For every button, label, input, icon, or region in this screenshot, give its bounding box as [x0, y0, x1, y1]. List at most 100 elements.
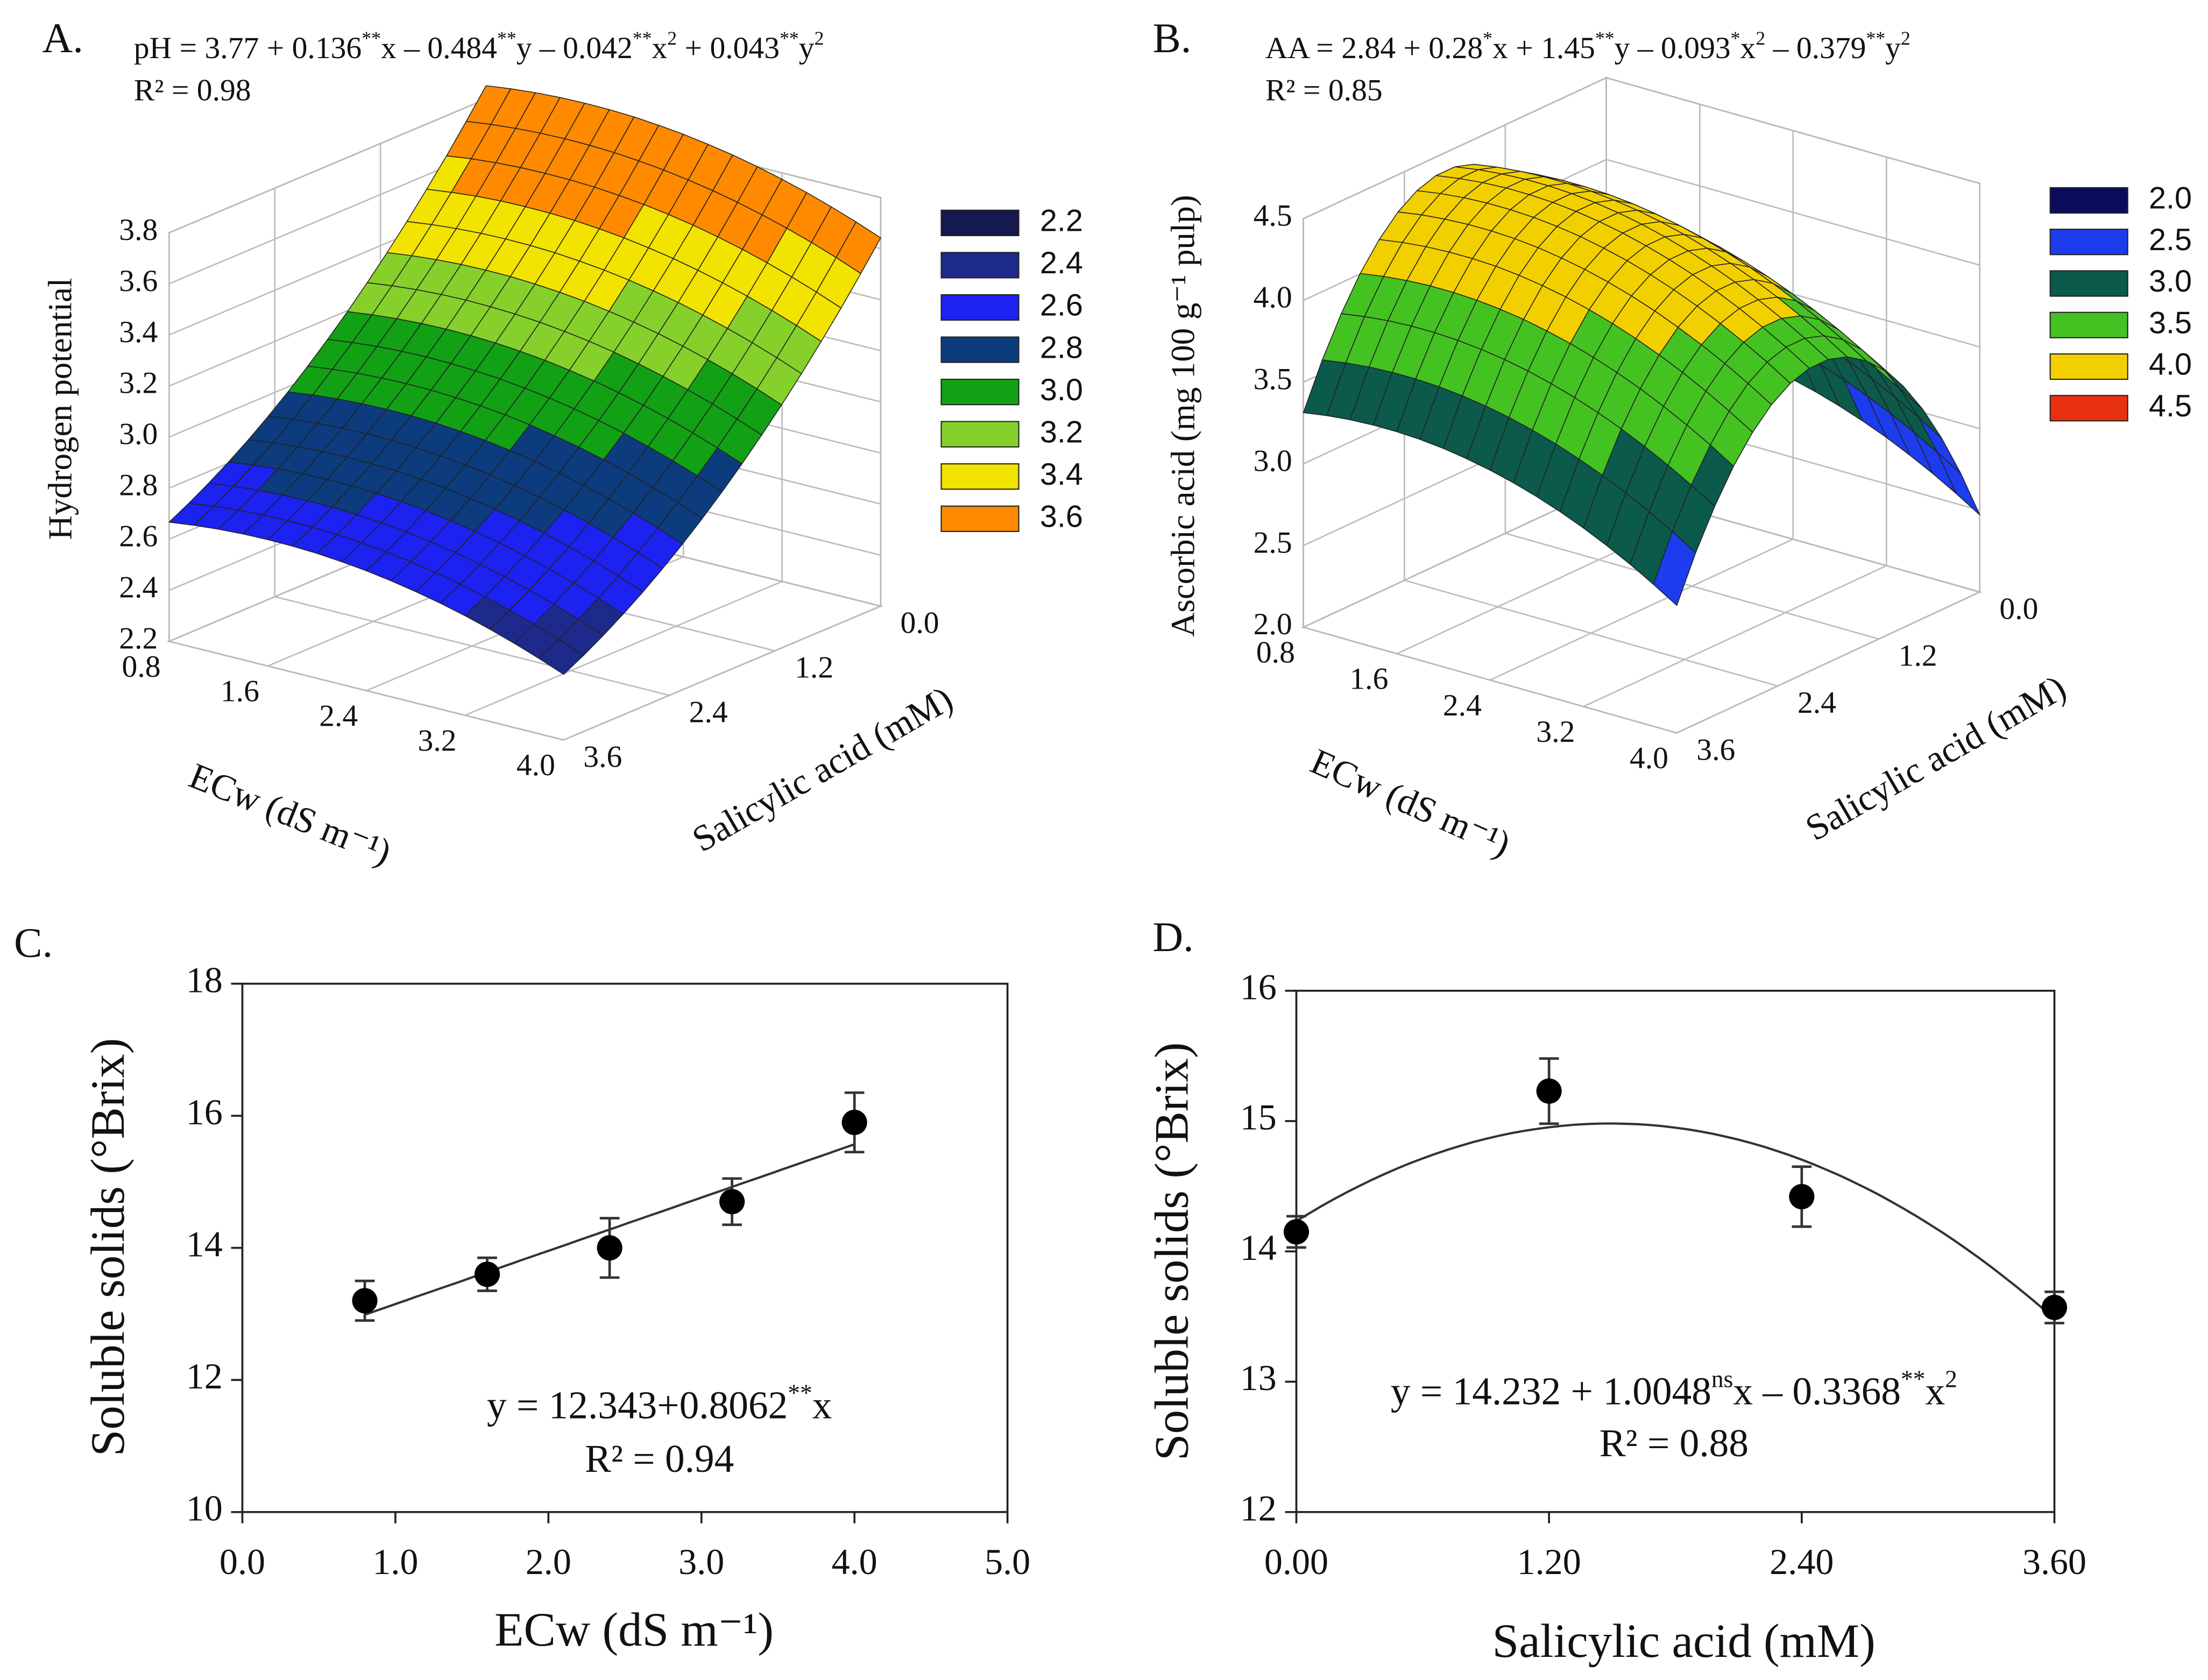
legend-label: 3.5: [2149, 306, 2192, 340]
x-tick-label: 3.2: [1536, 715, 1575, 749]
surface-patch: [538, 639, 584, 675]
surface-patch: [1653, 531, 1696, 606]
x-tick-label: 4.0: [516, 748, 555, 782]
x-axis-title: ECw (dS m⁻¹): [494, 1604, 774, 1656]
equation-part: y – 0.093: [1615, 31, 1731, 65]
equation-part: x: [1740, 31, 1756, 65]
data-point: [1789, 1183, 1815, 1210]
equation-superscript: 2: [1756, 27, 1765, 49]
equation-superscript: 2: [667, 27, 677, 49]
equation-part: y: [799, 31, 815, 65]
z-tick-label: 3.6: [119, 264, 158, 298]
equation-part: + 0.043: [677, 31, 780, 65]
z-tick-label: 2.0: [1254, 607, 1292, 641]
legend-label: 2.5: [2149, 223, 2192, 257]
equation-part: y – 0.042: [516, 31, 633, 65]
equation-part: x – 0.484: [381, 31, 497, 65]
legend-label: 3.0: [1040, 373, 1083, 407]
y-tick-label: 0.0: [901, 606, 939, 640]
y-tick-label: 15: [1240, 1097, 1277, 1138]
legend-swatch: [2049, 229, 2128, 256]
legend-swatch: [940, 336, 1020, 363]
x-tick-label: 2.4: [319, 699, 358, 733]
x-tick-label: 2.40: [1770, 1541, 1834, 1582]
legend-label: 3.2: [1040, 415, 1083, 449]
y-tick-label: 14: [186, 1223, 223, 1264]
r-squared: R² = 0.85: [1265, 74, 1383, 108]
z-tick-label: 2.6: [119, 520, 158, 554]
y-tick-label: 14: [1240, 1227, 1277, 1268]
data-point: [1283, 1219, 1310, 1245]
grid-line: [274, 188, 670, 696]
panel-label: A.: [43, 15, 83, 61]
equation: pH = 3.77 + 0.136**x – 0.484**y – 0.042*…: [134, 27, 824, 65]
z-tick-label: 3.0: [1254, 444, 1292, 478]
equation-superscript: 2: [815, 27, 824, 49]
equation-superscript: **: [1901, 1365, 1925, 1392]
equation-superscript: *: [1483, 27, 1492, 49]
equation-superscript: **: [497, 27, 516, 49]
panel-label: C.: [14, 919, 53, 966]
z-tick-label: 3.2: [119, 366, 158, 400]
x-tick-label: 1.0: [372, 1541, 418, 1582]
x-tick-label: 3.60: [2022, 1541, 2086, 1582]
y-tick-label: 16: [1240, 966, 1277, 1007]
plot-frame: [241, 982, 1009, 1513]
equation-part: – 0.379: [1765, 31, 1866, 65]
x-axis-title: ECw (dS m⁻¹): [183, 755, 397, 873]
equation-part: AA = 2.84 + 0.28: [1265, 31, 1483, 65]
z-tick-label: 4.0: [1254, 281, 1292, 315]
x-axis-title: Salicylic acid (mM): [1492, 1615, 1876, 1668]
data-point: [841, 1109, 867, 1136]
z-tick-label: 3.8: [119, 213, 158, 247]
y-axis-title: Soluble solids (°Brix): [1145, 1042, 1198, 1461]
x-tick-label: 4.0: [1630, 741, 1668, 775]
x-tick-label: 3.0: [678, 1541, 724, 1582]
equation-superscript: *: [1731, 27, 1740, 49]
equation-part: y = 12.343+0.8062: [487, 1383, 788, 1427]
legend-swatch: [940, 294, 1020, 321]
legend-swatch: [2049, 187, 2128, 214]
equation-superscript: **: [1866, 27, 1885, 49]
fit-curve: [1296, 1122, 2055, 1320]
y-tick-label: 18: [186, 959, 223, 1000]
panel-label: B.: [1152, 15, 1191, 61]
r-squared: R² = 0.94: [585, 1437, 734, 1480]
legend-label: 3.0: [2149, 264, 2192, 299]
legend-swatch: [940, 463, 1020, 490]
legend-swatch: [940, 421, 1020, 448]
surface-patch: [1937, 452, 1980, 515]
y-tick-label: 12: [186, 1356, 223, 1397]
y-axis-title: Salicylic acid (mM): [1799, 667, 2073, 848]
y-tick-label: 3.6: [1696, 733, 1735, 767]
y-tick-label: 0.0: [1999, 592, 2038, 626]
z-tick-label: 3.0: [119, 417, 158, 451]
legend-swatch: [940, 379, 1020, 406]
panel-label: D.: [1152, 913, 1193, 960]
legend-label: 2.0: [2149, 181, 2192, 216]
equation: y = 12.343+0.8062**x: [487, 1379, 832, 1427]
legend-label: 4.5: [2149, 389, 2192, 423]
z-tick-label: 2.8: [119, 469, 158, 502]
x-tick-label: 1.20: [1517, 1541, 1581, 1582]
legend-label: 2.4: [1040, 246, 1083, 280]
legend-label: 3.4: [1040, 457, 1083, 492]
y-tick-label: 3.6: [583, 740, 622, 774]
equation-part: x + 1.45: [1492, 31, 1595, 65]
equation-part: x: [1925, 1369, 1945, 1413]
y-axis-title: Soluble solids (°Brix): [82, 1038, 135, 1457]
y-tick-label: 16: [186, 1091, 223, 1132]
equation-superscript: 2: [1945, 1365, 1957, 1392]
y-tick-label: 1.2: [1899, 639, 1937, 673]
y-tick-label: 1.2: [795, 651, 833, 685]
legend-swatch: [940, 505, 1020, 532]
data-point: [597, 1235, 622, 1261]
y-tick-label: 12: [1240, 1487, 1277, 1528]
equation: AA = 2.84 + 0.28*x + 1.45**y – 0.093*x2 …: [1265, 27, 1910, 65]
x-tick-label: 2.4: [1443, 689, 1482, 722]
equation-superscript: **: [1595, 27, 1615, 49]
x-tick-label: 3.2: [418, 724, 457, 757]
equation-part: y = 14.232 + 1.0048: [1391, 1369, 1711, 1413]
x-tick-label: 5.0: [985, 1541, 1030, 1582]
